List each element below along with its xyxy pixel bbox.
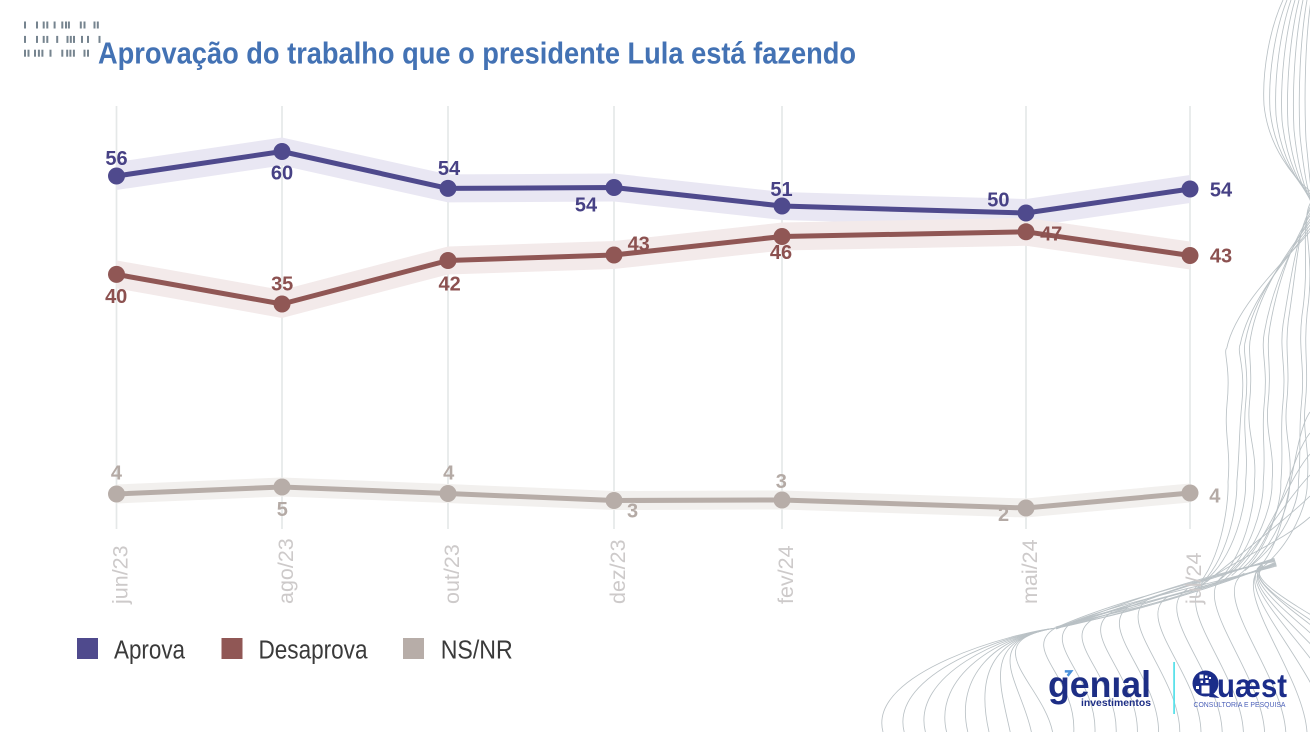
svg-text:60: 60 [271, 163, 293, 185]
svg-text:CONSULTORIA E PESQUISA: CONSULTORIA E PESQUISA [1194, 700, 1286, 709]
svg-text:54: 54 [438, 158, 461, 180]
svg-text:4: 4 [111, 463, 123, 485]
svg-text:investimentos: investimentos [1081, 697, 1151, 709]
svg-text:46: 46 [770, 242, 792, 264]
svg-text:NS/NR: NS/NR [441, 637, 513, 665]
svg-text:out/23: out/23 [440, 544, 464, 604]
svg-text:Aprova: Aprova [114, 637, 186, 665]
svg-text:fev/24: fev/24 [774, 545, 798, 604]
svg-text:mai/24: mai/24 [1018, 539, 1042, 604]
svg-text:43: 43 [1210, 246, 1232, 268]
svg-text:42: 42 [438, 274, 460, 296]
svg-text:2: 2 [998, 504, 1009, 526]
svg-text:47: 47 [1040, 224, 1062, 246]
svg-text:40: 40 [105, 286, 127, 308]
svg-text:4: 4 [1209, 486, 1221, 508]
svg-text:54: 54 [575, 195, 598, 217]
svg-text:uæst: uæst [1217, 667, 1287, 704]
svg-text:Desaprova: Desaprova [259, 637, 369, 665]
svg-text:51: 51 [770, 179, 792, 201]
svg-text:3: 3 [627, 501, 638, 523]
svg-text:50: 50 [987, 190, 1009, 212]
svg-text:56: 56 [105, 148, 127, 170]
svg-text:jun/23: jun/23 [109, 545, 133, 605]
svg-text:5: 5 [277, 499, 288, 521]
svg-text:4: 4 [443, 463, 455, 485]
svg-text:ago/23: ago/23 [274, 538, 298, 604]
svg-text:43: 43 [628, 234, 650, 256]
svg-text:Aprovação do trabalho que o pr: Aprovação do trabalho que o presidente L… [98, 35, 856, 70]
svg-text:35: 35 [271, 274, 293, 296]
svg-text:dez/23: dez/23 [606, 539, 630, 604]
svg-text:3: 3 [776, 471, 787, 493]
svg-text:54: 54 [1210, 180, 1233, 202]
svg-text:jul/24: jul/24 [1182, 553, 1206, 605]
